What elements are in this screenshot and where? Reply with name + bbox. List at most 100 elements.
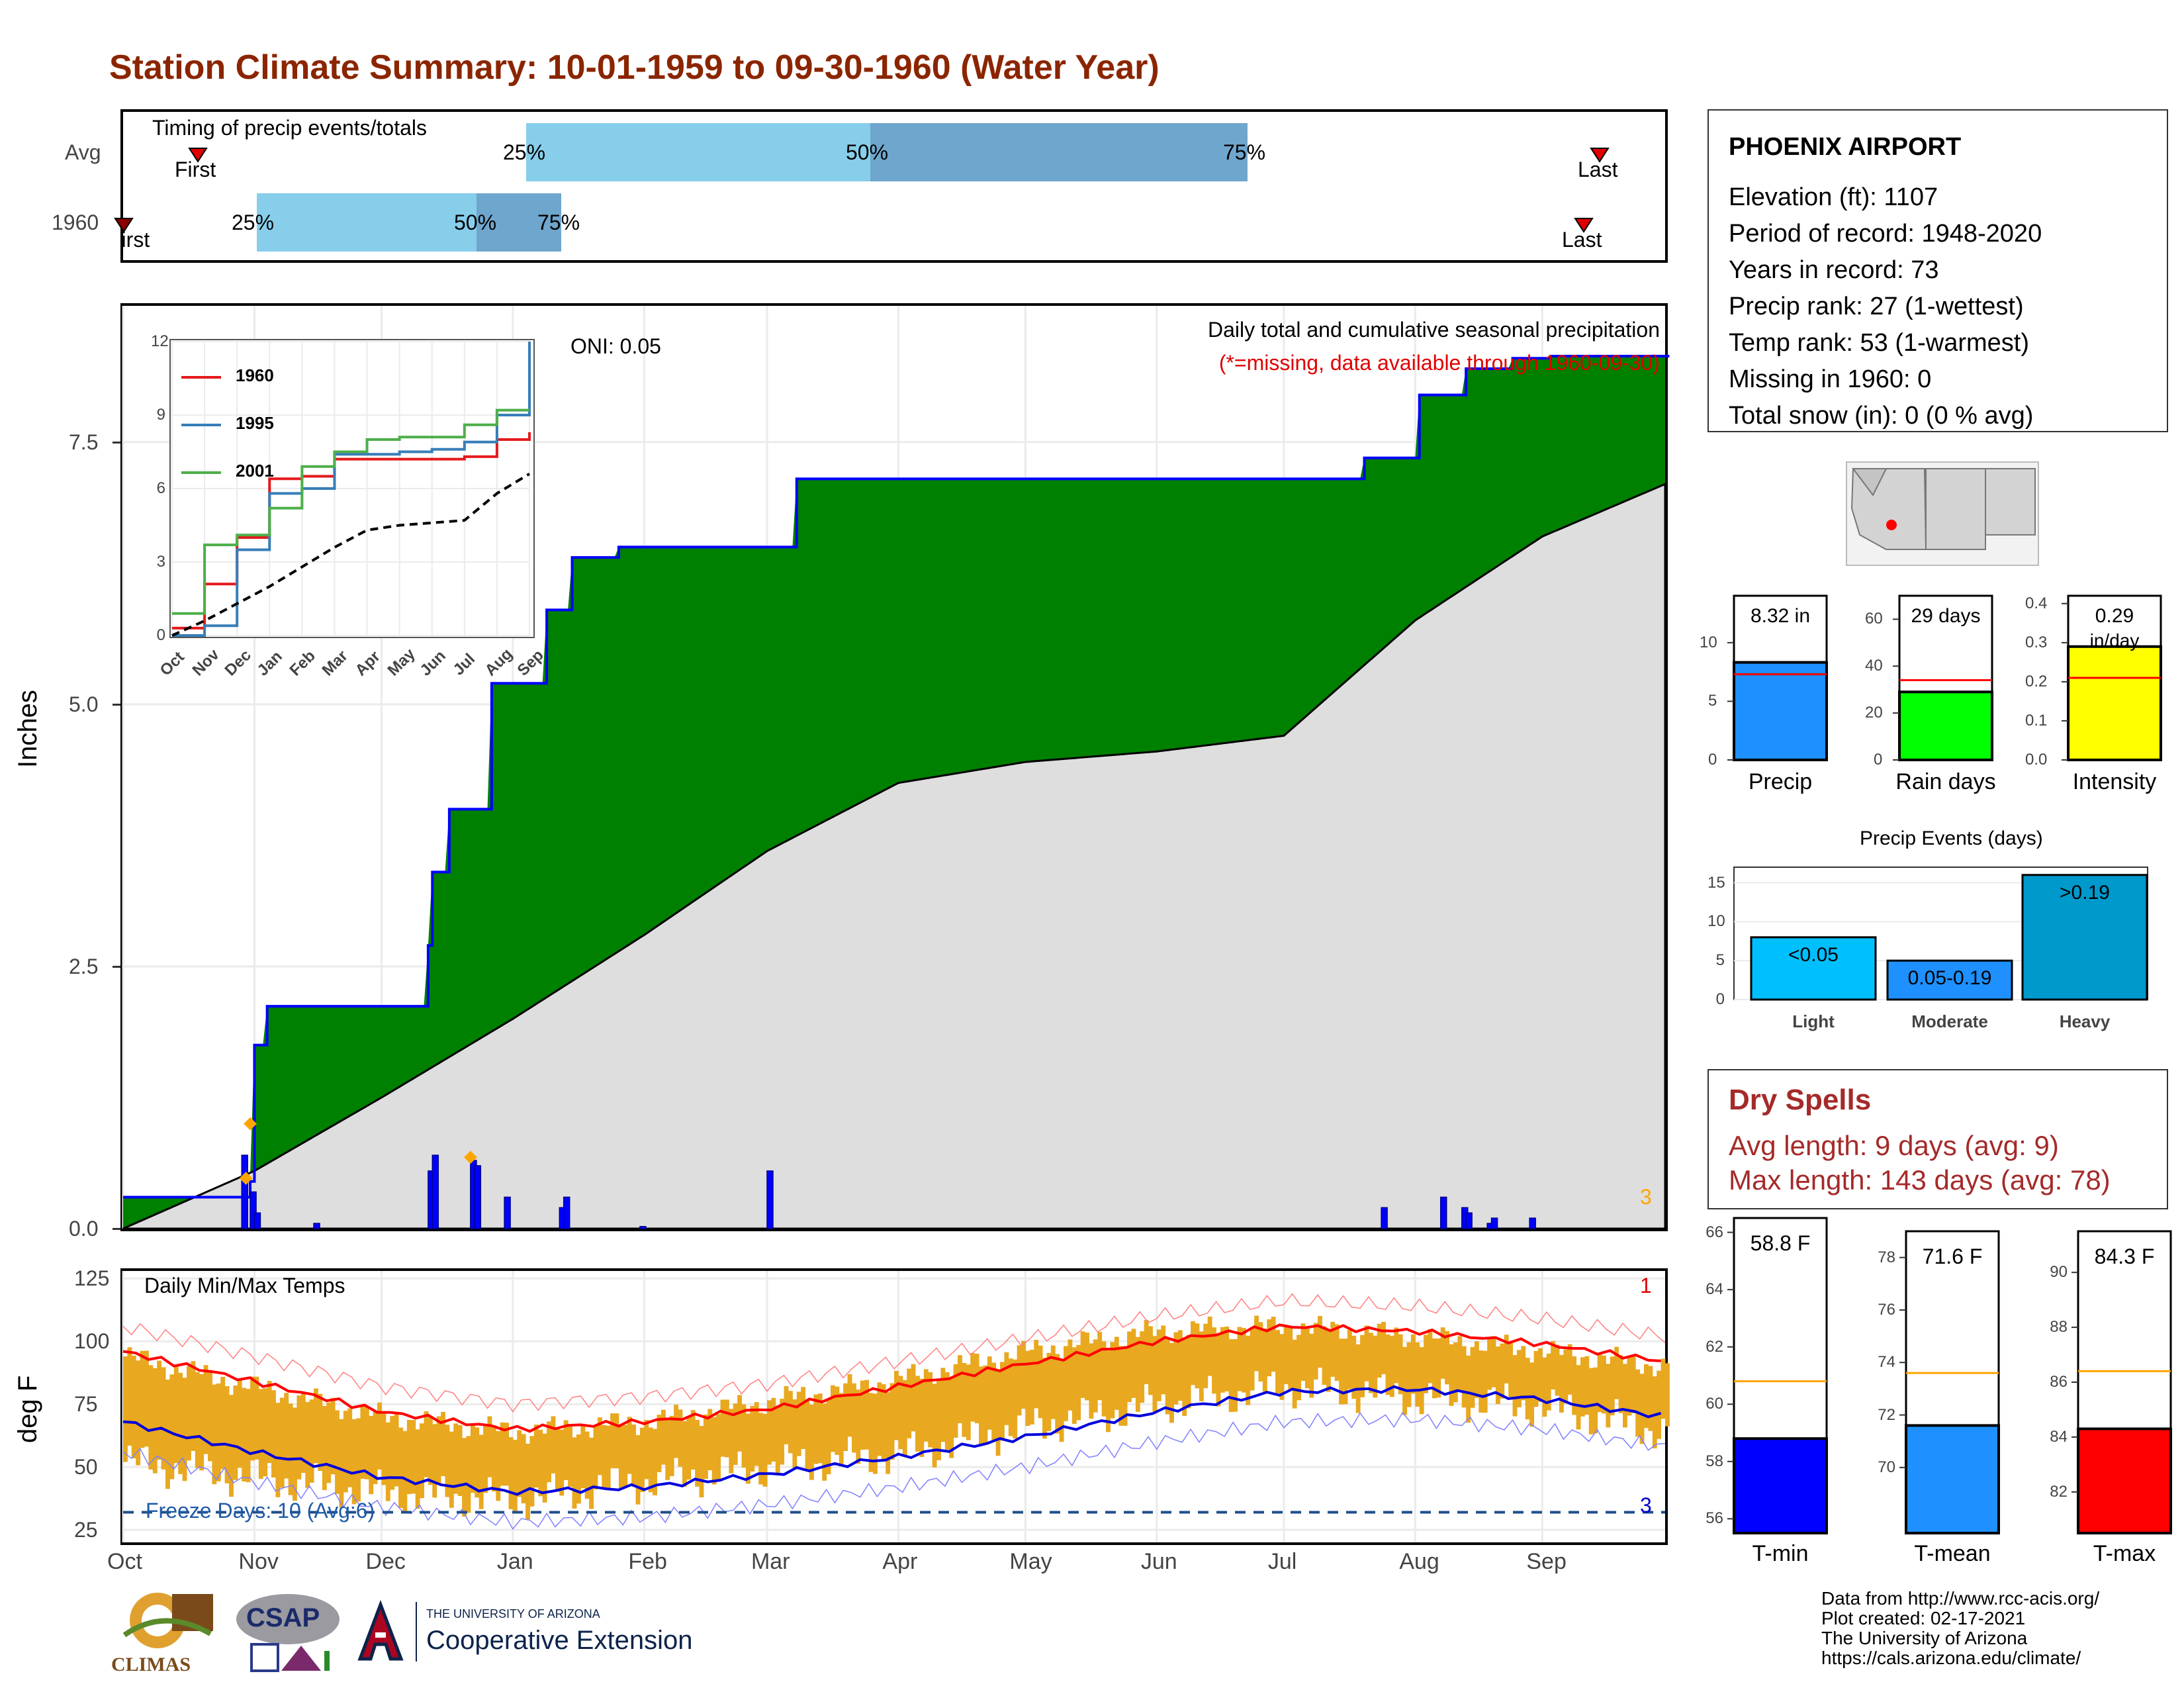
page-title: Station Climate Summary: 10-01-1959 to 0… [109,48,1160,87]
temp-daily-range-46 [318,1393,323,1472]
tmax-bar [2077,1427,2172,1534]
temp-daily-range-220 [1055,1354,1060,1434]
y1960-first-marker-icon [114,218,134,233]
temp-daily-range-163 [813,1394,819,1464]
temp-daily-range-111 [593,1426,598,1490]
temp-daily-range-287 [1339,1338,1343,1405]
daily-precip-bar-7 [474,1165,482,1229]
temp-daily-range-8 [157,1360,162,1460]
temp-daily-range-272 [1275,1330,1280,1394]
temp-daily-range-134 [690,1410,696,1470]
temp-daily-range-2 [131,1355,136,1458]
temp-daily-range-350 [1606,1364,1611,1428]
tmax-ytick-0: 82 [2050,1482,2068,1501]
temp-ytick-1: 50 [74,1455,98,1479]
temp-daily-range-293 [1364,1325,1369,1382]
ua-small-text: THE UNIVERSITY OF ARIZONA [426,1607,600,1620]
precip-cumulative-line [123,355,1670,1199]
raindays-ytick-0: 0 [1874,751,1883,769]
temp-ytick-3: 100 [74,1329,110,1354]
temp-daily-range-129 [669,1415,674,1476]
temp-daily-range-243 [1152,1336,1158,1412]
temp-daily-range-230 [1097,1331,1103,1401]
temp-xtick-7: May [1009,1549,1052,1574]
temp-daily-range-195 [949,1376,954,1458]
temp-daily-range-346 [1588,1368,1594,1434]
temp-daily-range-127 [660,1409,666,1465]
coop-extension-text: Cooperative Extension [426,1626,693,1655]
temp-daily-range-66 [402,1430,408,1513]
temp-daily-range-257 [1212,1327,1216,1394]
dry-spells-avg: Avg length: 9 days (avg: 9) [1729,1130,2059,1161]
temp-daily-range-140 [716,1414,721,1481]
daily-precip-bar-10 [563,1196,570,1229]
temp-daily-range-91 [508,1437,514,1509]
temp-daily-range-156 [784,1385,789,1444]
tmin-value-label: 58.8 F [1750,1231,1811,1255]
temp-daily-range-303 [1406,1342,1412,1407]
temp-daily-range-52 [343,1411,348,1493]
inset-legend-swatch-1 [181,424,221,426]
dry-spells-title: Dry Spells [1729,1084,1872,1116]
temp-daily-range-10 [165,1380,170,1489]
temp-daily-range-273 [1279,1334,1285,1400]
temp-daily-range-267 [1254,1315,1259,1372]
inset-ytick-0: 0 [156,626,165,644]
inset-legend-label-0: 1960 [236,365,274,385]
temp-ytick-0: 25 [74,1518,98,1542]
temp-daily-range-124 [648,1427,653,1493]
temp-daily-range-199 [966,1364,971,1440]
temp-daily-range-200 [970,1353,976,1422]
temp-daily-range-291 [1355,1344,1361,1413]
temp-daily-range-53 [347,1408,353,1487]
temp-daily-range-50 [335,1410,340,1494]
temp-daily-range-173 [856,1389,861,1464]
temp-daily-range-205 [991,1362,997,1441]
temp-daily-range-250 [1182,1339,1187,1417]
temp-daily-range-141 [720,1399,725,1457]
temp-daily-range-193 [940,1368,946,1442]
temp-daily-range-180 [886,1392,891,1474]
precip-ytick-1: 2.5 [69,954,99,978]
y1960-last-marker-icon [1574,218,1594,233]
dry-spells-box: Dry Spells Avg length: 9 days (avg: 9) M… [1707,1069,2168,1209]
footer-line-4: https://cals.arizona.edu/climate/ [1821,1648,2081,1668]
y1960-50-75-bar [477,193,561,252]
timing-row-1960: 1960 [52,211,99,234]
temp-daily-range-266 [1250,1327,1255,1391]
temp-daily-range-312 [1445,1331,1450,1385]
temp-daily-range-92 [512,1439,518,1513]
temp-daily-range-229 [1093,1339,1098,1413]
temp-max-count: 1 [1640,1274,1652,1297]
temp-daily-range-54 [351,1419,357,1505]
temp-xtick-5: Mar [751,1549,790,1574]
temp-daily-range-217 [1042,1357,1047,1439]
events-bar-0 [1750,936,1877,1001]
temp-daily-range-14 [182,1378,187,1481]
temp-daily-range-282 [1318,1315,1322,1368]
temp-daily-range-300 [1394,1327,1399,1383]
temp-daily-range-172 [851,1383,856,1453]
temp-daily-range-43 [305,1401,310,1488]
temp-daily-range-175 [864,1380,870,1450]
temp-daily-range-329 [1516,1350,1522,1407]
temp-heading: Daily Min/Max Temps [144,1274,345,1297]
temp-daily-range-64 [394,1414,399,1487]
footer-line-1: Data from http://www.rcc-acis.org/ [1821,1588,2100,1609]
temp-daily-range-97 [533,1425,539,1488]
station-info-box: PHOENIX AIRPORT Elevation (ft): 1107 Per… [1707,109,2168,432]
temp-daily-range-150 [758,1413,764,1485]
temp-daily-range-178 [877,1382,882,1456]
temp-daily-range-136 [699,1426,704,1498]
temp-daily-range-99 [542,1433,547,1503]
temp-daily-range-38 [284,1393,289,1479]
precip-extreme-marker-0 [244,1117,257,1131]
temp-daily-range-234 [1114,1336,1119,1410]
temp-daily-range-137 [703,1414,708,1479]
intensity-ytick-0: 0.0 [2025,751,2048,769]
precip-extreme-marker-2 [463,1150,477,1164]
temp-daily-range-190 [928,1372,933,1448]
inset-ytick-1: 3 [156,553,165,571]
temp-ytick-2: 75 [74,1392,98,1417]
temp-record-max-line [122,1293,1666,1413]
